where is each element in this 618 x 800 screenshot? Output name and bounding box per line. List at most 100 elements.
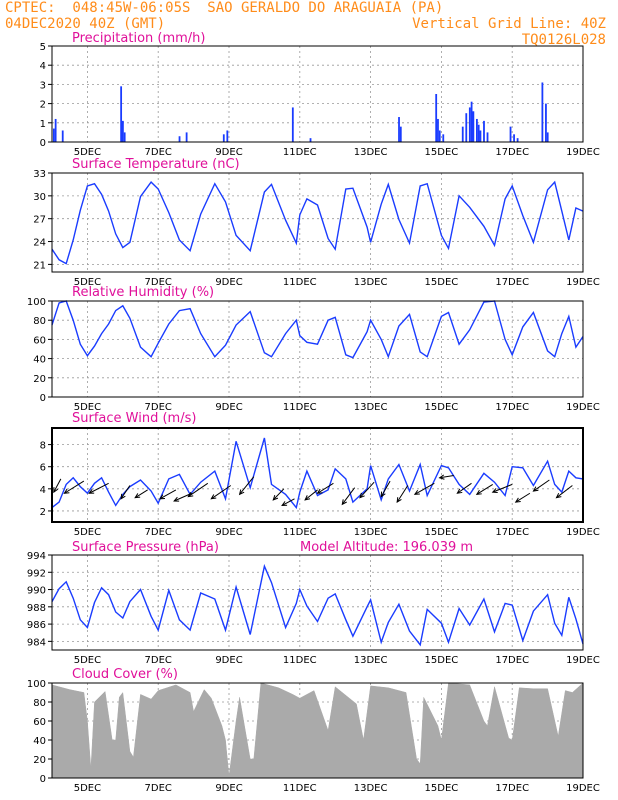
x-tick-label: 17DEC [495,655,529,666]
series-line [51,180,584,265]
y-tick-label: 6 [40,463,46,474]
header-line1: CPTEC: 048:45W-06:05S SAO GERALDO DO ARA… [5,0,444,16]
precip-bar [399,126,402,142]
x-tick-label: 17DEC [495,527,529,538]
wind-arrow [188,482,209,497]
x-tick-label: 19DEC [566,402,600,413]
x-tick-label: 11DEC [283,783,317,794]
wind-arrow [476,483,493,495]
wind-arrow-head [491,488,498,493]
x-tick-label: 5DEC [74,655,101,666]
x-tick-label: 9DEC [215,527,242,538]
wind-arrow [439,475,454,479]
wind-arrow [53,478,62,493]
y-tick-label: 2 [40,100,46,111]
x-tick-label: 9DEC [215,277,242,288]
wind-arrow [120,485,131,500]
wind-arrow [64,480,85,494]
precip-bar [516,138,519,142]
wind-arrow-head [359,492,365,499]
x-tick-label: 11DEC [283,402,317,413]
wind-arrow-head [438,474,445,480]
x-tick-label: 15DEC [425,655,459,666]
x-tick-label: 19DEC [566,783,600,794]
wind-arrow-head [396,497,402,504]
wind-arrow [414,482,435,495]
wind-arrow [396,485,409,503]
x-tick-label: 7DEC [145,783,172,794]
y-tick-label: 5 [40,42,46,53]
wind-arrow [533,479,550,492]
precip-bar [509,126,512,142]
wind-arrow-head [456,488,463,494]
x-tick-label: 9DEC [215,783,242,794]
x-tick-label: 9DEC [215,402,242,413]
y-tick-label: 60 [33,335,46,346]
wind-arrow-head [158,494,165,500]
precip-bar [513,134,515,142]
wind-arrow-head [272,494,279,501]
header-date: 04DEC2020 40Z (GMT) [5,16,166,32]
precip-bar [477,124,480,142]
panel-frame [51,172,584,273]
y-tick-label: 0 [40,393,46,404]
precip-bar [472,111,475,142]
wind-arrow [380,480,391,497]
cloud-cover-area [51,682,584,779]
x-tick-label: 5DEC [74,527,101,538]
y-tick-label: 80 [33,316,46,327]
x-tick-label: 9DEC [215,655,242,666]
precip-bar [465,113,468,142]
x-tick-label: 7DEC [145,277,172,288]
wind-arrow-head [341,499,347,506]
panel-frame [51,427,584,523]
precip-bar [479,130,482,142]
precip-bar [437,118,439,142]
wind-arrow-head [475,489,482,495]
wind-arrow [281,498,295,506]
x-tick-label: 15DEC [425,277,459,288]
x-tick-label: 7DEC [145,655,172,666]
x-tick-label: 13DEC [354,783,388,794]
panel-title: Surface Temperature (nC) [72,157,240,172]
y-tick-label: 3 [40,80,46,91]
x-tick-label: 5DEC [74,147,101,158]
wind-arrow-head [413,489,420,495]
precip-bar [461,126,464,142]
wind-arrow-head [53,487,59,494]
x-tick-label: 11DEC [283,277,317,288]
y-tick-label: 990 [27,586,46,597]
wind-arrow-head [120,493,126,500]
y-tick-label: 40 [33,736,46,747]
x-tick-label: 5DEC [74,783,101,794]
y-tick-label: 4 [40,61,46,72]
precip-bar [185,132,188,142]
wind-arrow-head [304,495,311,501]
precip-bar [178,136,181,142]
x-tick-label: 5DEC [74,277,101,288]
wind-arrow [317,482,334,494]
panel-frame [51,554,584,651]
y-tick-label: 27 [33,215,46,226]
wind-arrow-head [238,489,245,496]
wind-arrow-head [380,491,386,498]
y-tick-label: 21 [33,260,46,271]
y-tick-label: 33 [33,169,46,180]
x-tick-label: 19DEC [566,277,600,288]
header-grid-line: Vertical Grid Line: 40Z [412,16,606,32]
wind-arrow [239,476,255,495]
wind-arrow-head [210,494,217,500]
precip-bar [476,118,478,142]
wind-arrow [359,481,375,499]
wind-arrow [88,482,109,494]
precip-bar [541,82,544,142]
y-tick-label: 80 [33,698,46,709]
y-tick-label: 30 [33,192,46,203]
precip-bar [468,107,471,142]
x-tick-label: 13DEC [354,147,388,158]
wind-arrow-head [532,486,539,492]
x-tick-label: 5DEC [74,402,101,413]
y-tick-label: 20 [33,755,46,766]
y-tick-label: 100 [27,679,46,690]
precip-bar [442,134,445,142]
